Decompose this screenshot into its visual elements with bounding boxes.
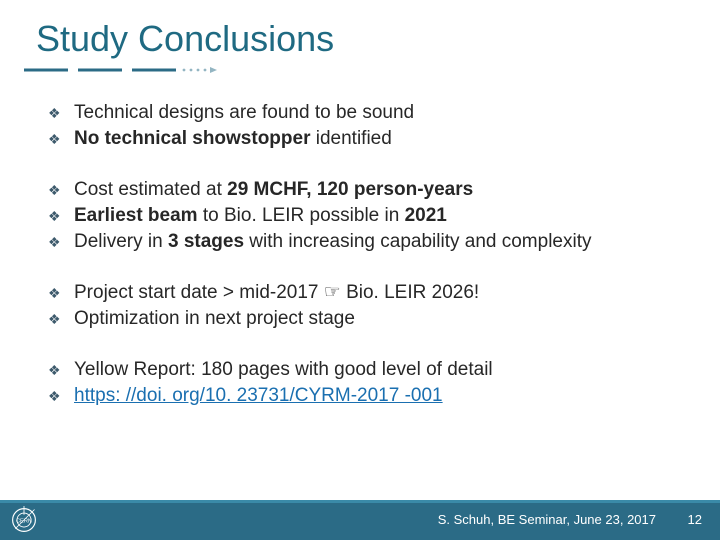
- logo-text: CERN: [16, 519, 32, 525]
- bullet-line: ❖No technical showstopper identified: [48, 126, 684, 152]
- bullet-group: ❖Yellow Report: 180 pages with good leve…: [48, 357, 684, 408]
- slide: Study Conclusions ❖Technical designs are…: [0, 0, 720, 540]
- bullet-line: ❖Technical designs are found to be sound: [48, 100, 684, 126]
- title-underline: [24, 62, 684, 72]
- diamond-bullet-icon: ❖: [48, 361, 74, 380]
- bullet-line: ❖Delivery in 3 stages with increasing ca…: [48, 229, 684, 255]
- report-link[interactable]: https: //doi. org/10. 23731/CYRM-2017 -0…: [74, 385, 443, 406]
- content-area: ❖Technical designs are found to be sound…: [36, 100, 684, 409]
- diamond-bullet-icon: ❖: [48, 310, 74, 329]
- bullet-line: ❖Earliest beam to Bio. LEIR possible in …: [48, 203, 684, 229]
- bullet-group: ❖Cost estimated at 29 MCHF, 120 person-y…: [48, 177, 684, 254]
- underline-svg: [24, 65, 244, 75]
- bullet-text: Yellow Report: 180 pages with good level…: [74, 357, 684, 383]
- footer-bar: CERN S. Schuh, BE Seminar, June 23, 2017…: [0, 500, 720, 540]
- footer-accent-line: [0, 500, 720, 503]
- diamond-bullet-icon: ❖: [48, 284, 74, 303]
- cern-logo-icon: CERN: [10, 506, 38, 534]
- page-number: 12: [688, 512, 702, 527]
- bullet-line: ❖Cost estimated at 29 MCHF, 120 person-y…: [48, 177, 684, 203]
- diamond-bullet-icon: ❖: [48, 130, 74, 149]
- footer-caption: S. Schuh, BE Seminar, June 23, 2017: [438, 512, 656, 527]
- bullet-line: ❖Yellow Report: 180 pages with good leve…: [48, 357, 684, 383]
- diamond-bullet-icon: ❖: [48, 233, 74, 252]
- diamond-bullet-icon: ❖: [48, 207, 74, 226]
- diamond-bullet-icon: ❖: [48, 387, 74, 406]
- bullet-text: Optimization in next project stage: [74, 306, 684, 332]
- bullet-text: Delivery in 3 stages with increasing cap…: [74, 229, 684, 255]
- bullet-text: Earliest beam to Bio. LEIR possible in 2…: [74, 203, 684, 229]
- bullet-text: Cost estimated at 29 MCHF, 120 person-ye…: [74, 177, 684, 203]
- bullet-group: ❖Technical designs are found to be sound…: [48, 100, 684, 151]
- bullet-line: ❖https: //doi. org/10. 23731/CYRM-2017 -…: [48, 383, 684, 409]
- bullet-text: Project start date > mid-2017 ☞ Bio. LEI…: [74, 280, 684, 306]
- bullet-text: https: //doi. org/10. 23731/CYRM-2017 -0…: [74, 383, 684, 409]
- diamond-bullet-icon: ❖: [48, 181, 74, 200]
- bullet-line: ❖Optimization in next project stage: [48, 306, 684, 332]
- slide-title: Study Conclusions: [36, 18, 684, 60]
- bullet-line: ❖Project start date > mid-2017 ☞ Bio. LE…: [48, 280, 684, 306]
- bullet-text: Technical designs are found to be sound: [74, 100, 684, 126]
- bullet-group: ❖Project start date > mid-2017 ☞ Bio. LE…: [48, 280, 684, 331]
- bullet-text: No technical showstopper identified: [74, 126, 684, 152]
- diamond-bullet-icon: ❖: [48, 104, 74, 123]
